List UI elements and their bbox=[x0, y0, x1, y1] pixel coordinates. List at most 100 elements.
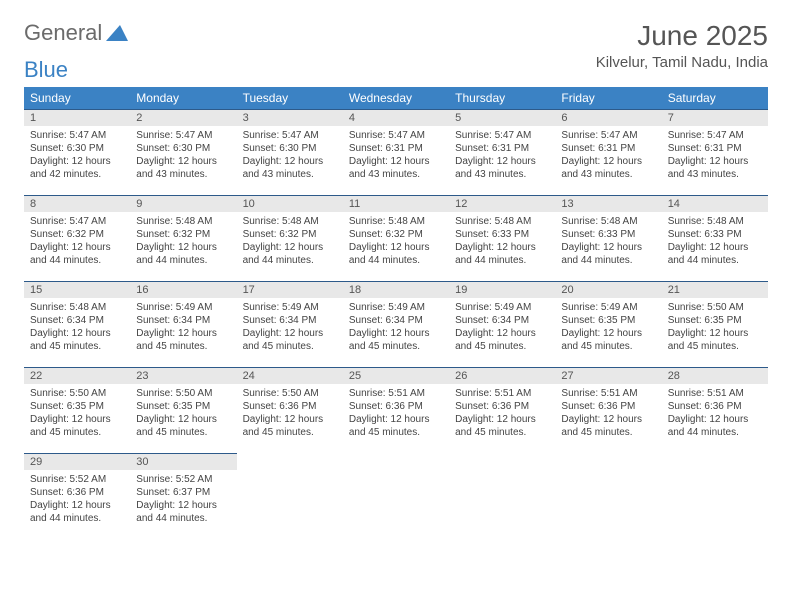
weekday-header: Saturday bbox=[662, 87, 768, 110]
weekday-header-row: Sunday Monday Tuesday Wednesday Thursday… bbox=[24, 87, 768, 110]
day-details: Sunrise: 5:47 AMSunset: 6:30 PMDaylight:… bbox=[130, 126, 236, 181]
day-details: Sunrise: 5:47 AMSunset: 6:31 PMDaylight:… bbox=[555, 126, 661, 181]
day-details: Sunrise: 5:51 AMSunset: 6:36 PMDaylight:… bbox=[555, 384, 661, 439]
day-number: 12 bbox=[449, 196, 555, 212]
day-number: 9 bbox=[130, 196, 236, 212]
calendar-day-cell: 16Sunrise: 5:49 AMSunset: 6:34 PMDayligh… bbox=[130, 282, 236, 368]
day-number: 14 bbox=[662, 196, 768, 212]
day-details: Sunrise: 5:48 AMSunset: 6:32 PMDaylight:… bbox=[343, 212, 449, 267]
day-number: 11 bbox=[343, 196, 449, 212]
day-number: 8 bbox=[24, 196, 130, 212]
day-number: 20 bbox=[555, 282, 661, 298]
calendar-day-cell: 26Sunrise: 5:51 AMSunset: 6:36 PMDayligh… bbox=[449, 368, 555, 454]
weekday-header: Thursday bbox=[449, 87, 555, 110]
calendar-day-cell: 28Sunrise: 5:51 AMSunset: 6:36 PMDayligh… bbox=[662, 368, 768, 454]
logo-text-1: General bbox=[24, 20, 102, 46]
calendar-day-cell: 22Sunrise: 5:50 AMSunset: 6:35 PMDayligh… bbox=[24, 368, 130, 454]
calendar-day-cell: 9Sunrise: 5:48 AMSunset: 6:32 PMDaylight… bbox=[130, 196, 236, 282]
calendar-day-cell: 25Sunrise: 5:51 AMSunset: 6:36 PMDayligh… bbox=[343, 368, 449, 454]
day-number: 30 bbox=[130, 454, 236, 470]
day-number: 17 bbox=[237, 282, 343, 298]
day-details: Sunrise: 5:49 AMSunset: 6:34 PMDaylight:… bbox=[449, 298, 555, 353]
day-details: Sunrise: 5:48 AMSunset: 6:32 PMDaylight:… bbox=[237, 212, 343, 267]
weekday-header: Sunday bbox=[24, 87, 130, 110]
day-number: 26 bbox=[449, 368, 555, 384]
logo: General bbox=[24, 20, 128, 46]
day-details: Sunrise: 5:51 AMSunset: 6:36 PMDaylight:… bbox=[662, 384, 768, 439]
day-details: Sunrise: 5:47 AMSunset: 6:30 PMDaylight:… bbox=[24, 126, 130, 181]
day-details: Sunrise: 5:50 AMSunset: 6:35 PMDaylight:… bbox=[662, 298, 768, 353]
calendar-day-cell: 10Sunrise: 5:48 AMSunset: 6:32 PMDayligh… bbox=[237, 196, 343, 282]
month-title: June 2025 bbox=[596, 20, 768, 52]
day-details: Sunrise: 5:50 AMSunset: 6:35 PMDaylight:… bbox=[24, 384, 130, 439]
day-details: Sunrise: 5:49 AMSunset: 6:34 PMDaylight:… bbox=[237, 298, 343, 353]
logo-text-2: Blue bbox=[24, 57, 768, 83]
calendar-week-row: 8Sunrise: 5:47 AMSunset: 6:32 PMDaylight… bbox=[24, 196, 768, 282]
calendar-day-cell: 20Sunrise: 5:49 AMSunset: 6:35 PMDayligh… bbox=[555, 282, 661, 368]
day-number: 27 bbox=[555, 368, 661, 384]
day-number: 15 bbox=[24, 282, 130, 298]
calendar-day-cell: 30Sunrise: 5:52 AMSunset: 6:37 PMDayligh… bbox=[130, 454, 236, 540]
day-number: 18 bbox=[343, 282, 449, 298]
day-number: 3 bbox=[237, 110, 343, 126]
day-details: Sunrise: 5:50 AMSunset: 6:36 PMDaylight:… bbox=[237, 384, 343, 439]
day-number: 22 bbox=[24, 368, 130, 384]
calendar-day-cell: 17Sunrise: 5:49 AMSunset: 6:34 PMDayligh… bbox=[237, 282, 343, 368]
weekday-header: Friday bbox=[555, 87, 661, 110]
day-details: Sunrise: 5:48 AMSunset: 6:33 PMDaylight:… bbox=[449, 212, 555, 267]
calendar-table: Sunday Monday Tuesday Wednesday Thursday… bbox=[24, 87, 768, 540]
day-details: Sunrise: 5:47 AMSunset: 6:32 PMDaylight:… bbox=[24, 212, 130, 267]
day-details: Sunrise: 5:49 AMSunset: 6:35 PMDaylight:… bbox=[555, 298, 661, 353]
day-number: 1 bbox=[24, 110, 130, 126]
day-details: Sunrise: 5:47 AMSunset: 6:31 PMDaylight:… bbox=[662, 126, 768, 181]
day-number: 6 bbox=[555, 110, 661, 126]
calendar-day-cell: 12Sunrise: 5:48 AMSunset: 6:33 PMDayligh… bbox=[449, 196, 555, 282]
weekday-header: Monday bbox=[130, 87, 236, 110]
calendar-day-cell: 24Sunrise: 5:50 AMSunset: 6:36 PMDayligh… bbox=[237, 368, 343, 454]
day-number: 28 bbox=[662, 368, 768, 384]
weekday-header: Wednesday bbox=[343, 87, 449, 110]
calendar-day-cell bbox=[662, 454, 768, 540]
day-number: 5 bbox=[449, 110, 555, 126]
day-details: Sunrise: 5:48 AMSunset: 6:33 PMDaylight:… bbox=[555, 212, 661, 267]
day-number: 13 bbox=[555, 196, 661, 212]
calendar-day-cell: 8Sunrise: 5:47 AMSunset: 6:32 PMDaylight… bbox=[24, 196, 130, 282]
day-number: 21 bbox=[662, 282, 768, 298]
day-details: Sunrise: 5:48 AMSunset: 6:32 PMDaylight:… bbox=[130, 212, 236, 267]
day-details: Sunrise: 5:50 AMSunset: 6:35 PMDaylight:… bbox=[130, 384, 236, 439]
calendar-body: 1Sunrise: 5:47 AMSunset: 6:30 PMDaylight… bbox=[24, 110, 768, 540]
calendar-week-row: 22Sunrise: 5:50 AMSunset: 6:35 PMDayligh… bbox=[24, 368, 768, 454]
calendar-day-cell: 11Sunrise: 5:48 AMSunset: 6:32 PMDayligh… bbox=[343, 196, 449, 282]
calendar-day-cell: 7Sunrise: 5:47 AMSunset: 6:31 PMDaylight… bbox=[662, 110, 768, 196]
calendar-day-cell: 15Sunrise: 5:48 AMSunset: 6:34 PMDayligh… bbox=[24, 282, 130, 368]
day-details: Sunrise: 5:49 AMSunset: 6:34 PMDaylight:… bbox=[130, 298, 236, 353]
day-details: Sunrise: 5:52 AMSunset: 6:36 PMDaylight:… bbox=[24, 470, 130, 525]
calendar-day-cell: 21Sunrise: 5:50 AMSunset: 6:35 PMDayligh… bbox=[662, 282, 768, 368]
logo-triangle-icon bbox=[106, 25, 128, 41]
calendar-day-cell bbox=[343, 454, 449, 540]
calendar-day-cell: 2Sunrise: 5:47 AMSunset: 6:30 PMDaylight… bbox=[130, 110, 236, 196]
calendar-day-cell bbox=[237, 454, 343, 540]
day-number: 25 bbox=[343, 368, 449, 384]
day-number: 29 bbox=[24, 454, 130, 470]
weekday-header: Tuesday bbox=[237, 87, 343, 110]
calendar-week-row: 15Sunrise: 5:48 AMSunset: 6:34 PMDayligh… bbox=[24, 282, 768, 368]
day-details: Sunrise: 5:47 AMSunset: 6:31 PMDaylight:… bbox=[449, 126, 555, 181]
calendar-day-cell: 29Sunrise: 5:52 AMSunset: 6:36 PMDayligh… bbox=[24, 454, 130, 540]
day-details: Sunrise: 5:52 AMSunset: 6:37 PMDaylight:… bbox=[130, 470, 236, 525]
day-number: 7 bbox=[662, 110, 768, 126]
calendar-day-cell: 5Sunrise: 5:47 AMSunset: 6:31 PMDaylight… bbox=[449, 110, 555, 196]
day-details: Sunrise: 5:48 AMSunset: 6:33 PMDaylight:… bbox=[662, 212, 768, 267]
calendar-day-cell: 19Sunrise: 5:49 AMSunset: 6:34 PMDayligh… bbox=[449, 282, 555, 368]
day-number: 23 bbox=[130, 368, 236, 384]
day-number: 2 bbox=[130, 110, 236, 126]
day-number: 24 bbox=[237, 368, 343, 384]
day-details: Sunrise: 5:49 AMSunset: 6:34 PMDaylight:… bbox=[343, 298, 449, 353]
day-details: Sunrise: 5:51 AMSunset: 6:36 PMDaylight:… bbox=[343, 384, 449, 439]
day-number: 4 bbox=[343, 110, 449, 126]
day-number: 16 bbox=[130, 282, 236, 298]
calendar-day-cell: 4Sunrise: 5:47 AMSunset: 6:31 PMDaylight… bbox=[343, 110, 449, 196]
calendar-day-cell bbox=[449, 454, 555, 540]
day-details: Sunrise: 5:47 AMSunset: 6:30 PMDaylight:… bbox=[237, 126, 343, 181]
calendar-day-cell: 1Sunrise: 5:47 AMSunset: 6:30 PMDaylight… bbox=[24, 110, 130, 196]
